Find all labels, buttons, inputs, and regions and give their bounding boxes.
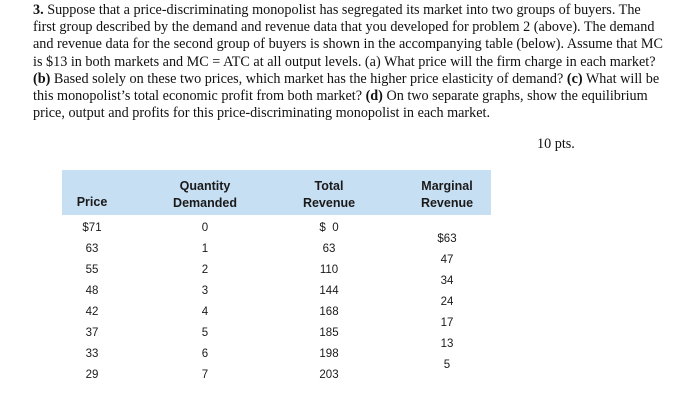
marginal-revenue-cell: 24 — [440, 296, 454, 308]
quantity-cell: 7 — [201, 369, 209, 381]
quantity-cell: 1 — [201, 243, 209, 255]
marginal-revenue-cell: $63 — [437, 233, 457, 245]
total-revenue-cell: $ 0 — [319, 222, 339, 234]
price-cell: 42 — [85, 306, 99, 318]
header-price: Price — [76, 195, 108, 209]
price-cell: 63 — [85, 243, 99, 255]
price-cell: 37 — [85, 327, 99, 339]
marginal-revenue-cell: 13 — [440, 338, 454, 350]
quantity-cell: 6 — [201, 348, 209, 360]
points-label: 10 pts. — [537, 136, 575, 152]
demand-revenue-table: Price Quantity Demanded Total Revenue Ma… — [62, 170, 491, 390]
header-total-line1: Total — [314, 179, 344, 193]
problem-text: 3. Suppose that a price-discriminating m… — [33, 2, 663, 122]
quantity-cell: 3 — [201, 285, 209, 297]
table-body: $71 63 55 48 42 37 33 29 0 1 2 3 4 5 6 7… — [62, 215, 491, 390]
header-marginal-line2: Revenue — [420, 196, 474, 210]
table-header: Price Quantity Demanded Total Revenue Ma… — [62, 170, 491, 215]
part-c-label: (c) — [566, 70, 583, 87]
problem-sentence-d: On two separate graphs, show the equilib… — [33, 88, 648, 122]
header-quantity-line2: Demanded — [173, 196, 237, 210]
total-revenue-cell: 144 — [319, 285, 339, 297]
price-cell: 29 — [85, 369, 99, 381]
problem-sentence-c: What will be this monopolist’s total eco… — [33, 70, 660, 105]
total-revenue-cell: 198 — [319, 348, 339, 360]
part-b-label: (b) — [33, 70, 51, 87]
part-d-label: (d) — [365, 88, 383, 105]
price-cell: $71 — [82, 222, 102, 234]
total-revenue-cell: 203 — [319, 369, 339, 381]
marginal-revenue-cell: 34 — [440, 275, 454, 287]
total-revenue-cell: 185 — [319, 327, 339, 339]
header-marginal-line1: Marginal — [421, 179, 473, 193]
header-quantity-line1: Quantity — [179, 179, 231, 193]
price-cell: 33 — [85, 348, 99, 360]
marginal-revenue-cell: 17 — [440, 317, 454, 329]
marginal-revenue-cell: 47 — [440, 254, 454, 266]
header-total-line2: Revenue — [302, 196, 356, 210]
price-cell: 48 — [85, 285, 99, 297]
quantity-cell: 0 — [201, 222, 209, 234]
marginal-revenue-cell: 5 — [443, 359, 451, 371]
quantity-cell: 5 — [201, 327, 209, 339]
total-revenue-cell: 63 — [322, 243, 336, 255]
total-revenue-cell: 110 — [319, 264, 339, 276]
quantity-cell: 4 — [201, 306, 209, 318]
price-cell: 55 — [85, 264, 99, 276]
problem-sentence-a: Suppose that a price-discriminating mono… — [33, 2, 663, 70]
total-revenue-cell: 168 — [319, 306, 339, 318]
problem-sentence-b: Based solely on these two prices, which … — [50, 70, 567, 87]
problem-number: 3. — [33, 2, 44, 18]
quantity-cell: 2 — [201, 264, 209, 276]
